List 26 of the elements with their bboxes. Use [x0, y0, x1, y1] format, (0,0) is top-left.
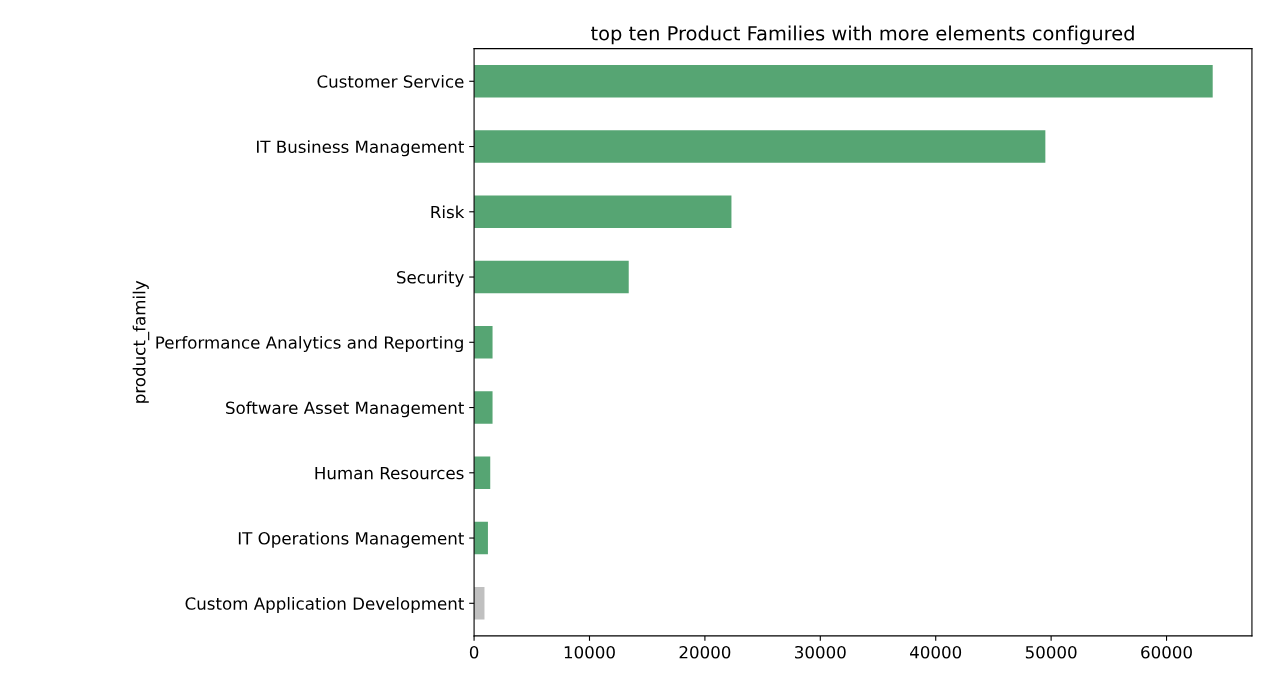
y-tick-label: Performance Analytics and Reporting [156, 335, 463, 353]
chart-title: top ten Product Families with more elements configured [591, 25, 1134, 45]
x-tick-label: 10000 [564, 645, 615, 659]
x-tick-label: 40000 [910, 645, 962, 659]
x-tick-label: 0 [469, 645, 479, 659]
y-tick-label: Custom Application Development [185, 596, 464, 614]
y-tick-label: IT Business Management [257, 140, 464, 157]
x-tick-label: 20000 [679, 645, 731, 659]
bar [474, 521, 488, 555]
y-axis-title: product_family [132, 280, 150, 403]
x-tick-label: 30000 [795, 645, 846, 659]
bar [474, 130, 1046, 163]
y-tick-label: Security [397, 270, 464, 287]
bar [474, 195, 732, 229]
bar [474, 64, 1213, 98]
bar [474, 391, 493, 424]
y-tick-label: Customer Service [317, 74, 464, 88]
y-tick-label: Human Resources [315, 466, 464, 480]
y-tick-label: IT Operations Management [238, 531, 464, 548]
y-tick-label: Risk [431, 205, 465, 219]
bar [474, 260, 629, 294]
bar [474, 325, 493, 359]
y-tick-label: Software Asset Management [226, 401, 464, 418]
x-tick-label: 60000 [1141, 645, 1192, 659]
bar [474, 456, 491, 490]
x-tick-label: 50000 [1025, 645, 1077, 659]
